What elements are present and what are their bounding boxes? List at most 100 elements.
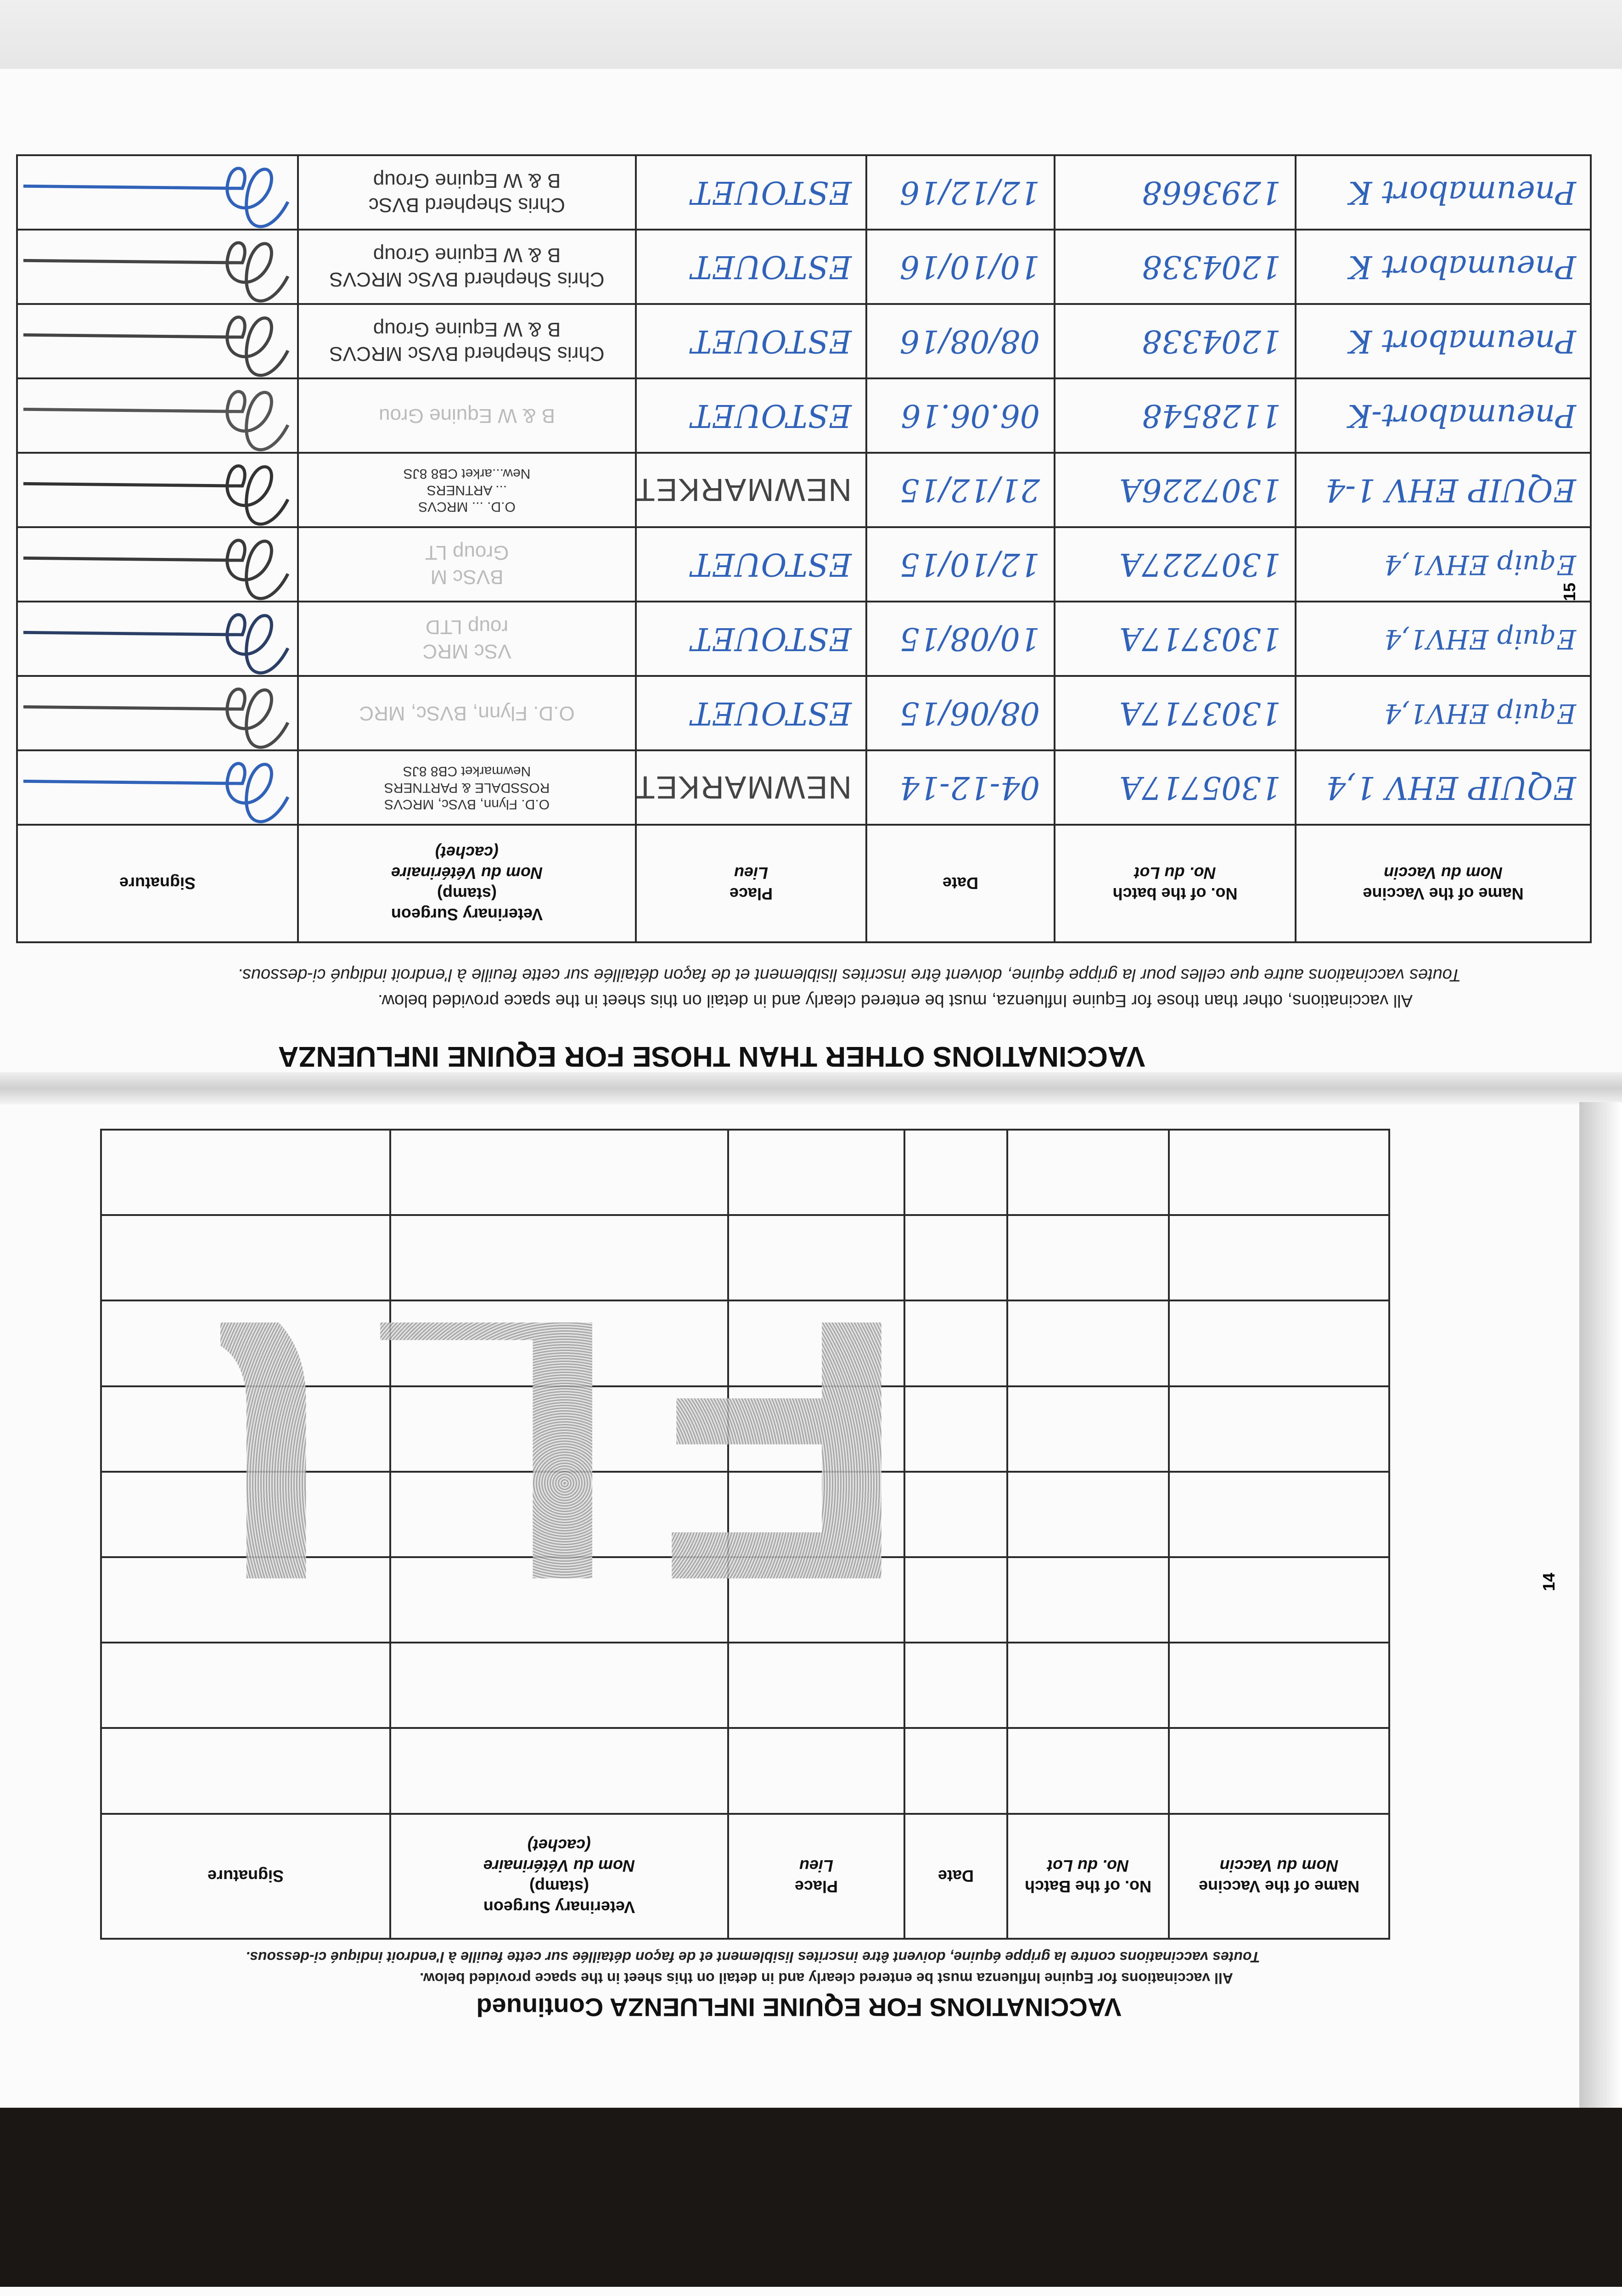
- empty-table-row: [101, 1130, 1389, 1216]
- batch-number-cell: 1204338: [1055, 230, 1296, 304]
- empty-cell: [904, 1643, 1007, 1728]
- vet-stamp-cell: O.D. ... MRCVS... ARTNERS New...arket CB8…: [298, 453, 636, 527]
- vet-stamp-line: ROSSDALE & PARTNERS: [384, 780, 550, 795]
- empty-cell: [904, 1557, 1007, 1643]
- vaccine-name-cell: EQUIP EHV 1-4: [1296, 453, 1591, 527]
- signature-scribble: [23, 687, 290, 749]
- empty-cell: [904, 1300, 1007, 1386]
- batch-number-cell: 1293668: [1055, 155, 1296, 230]
- signature-cell: [17, 155, 298, 230]
- table-row: EQUIP EHV 1,4 1305717A 04-12-14 NEWMARKET O.…: [17, 750, 1591, 825]
- empty-cell: [1169, 1557, 1389, 1643]
- table-row: Equip EHV1,4 1303717A 10/08/15 ESTOUET VSc M…: [17, 602, 1591, 676]
- batch-number-cell: 1307227A: [1055, 527, 1296, 602]
- vet-stamp-line: B & W Equine Group: [373, 244, 561, 266]
- header-vaccine: Name of the Vaccine Nom du Vaccin: [1296, 825, 1591, 942]
- empty-cell: [728, 1130, 904, 1216]
- vet-stamp-line: B & W Equine Group: [373, 318, 561, 341]
- empty-cell: [904, 1215, 1007, 1301]
- vaccine-name-cell: Equip EHV1,4: [1296, 527, 1591, 602]
- empty-cell: [1007, 1215, 1169, 1301]
- vaccine-name-cell: Pneumabort K: [1296, 304, 1591, 378]
- empty-cell: [728, 1728, 904, 1814]
- page14-instruction-fr: Toutes vaccinations contre la grippe équ…: [246, 1949, 1260, 1965]
- vet-stamp-line: O.D. Flynn, BVSc, MRCVS: [384, 797, 550, 812]
- table-row: Pneumabort K 1204338 10/10/16 ESTOUET Chris …: [17, 230, 1591, 304]
- date-cell: 12/12/16: [866, 155, 1055, 230]
- signature-cell: [17, 304, 298, 378]
- empty-cell: [1169, 1215, 1389, 1301]
- signature-cell: [17, 378, 298, 453]
- vet-stamp-cell: Chris Shepherd BVSc MRCVS B & W Equine Gr…: [298, 304, 636, 378]
- empty-cell: [904, 1728, 1007, 1814]
- signature-cell: [17, 230, 298, 304]
- header-signature: Signature: [101, 1813, 390, 1939]
- empty-table-row: [101, 1728, 1389, 1814]
- empty-cell: [1169, 1643, 1389, 1728]
- vet-stamp-line: Newmarket CB8 8JS: [403, 764, 531, 779]
- vet-stamp-cell: Chris Shepherd BVSc B & W Equine Group: [298, 155, 636, 230]
- vet-stamp-cell: B & W Equine Grou: [298, 378, 636, 453]
- vet-stamp-line: BVSc M: [430, 565, 504, 588]
- table-row: Equip EHV1,4 1307227A 12/10/15 ESTOUET BVSc …: [17, 527, 1591, 602]
- vet-stamp-cell: O.D. Flynn, BVSc, MRCVS ROSSDALE & PARTNE…: [298, 750, 636, 825]
- scanner-background: [0, 2108, 1622, 2287]
- header-date: Date: [866, 825, 1055, 942]
- place-cell: ESTOUET: [636, 378, 866, 453]
- empty-cell: [1169, 1130, 1389, 1216]
- header-batch: No. of the Batch No. du Lot: [1007, 1813, 1169, 1939]
- signature-scribble: [23, 464, 290, 526]
- page14-number: 14: [1539, 1572, 1558, 1591]
- header-signature: Signature: [17, 825, 298, 942]
- empty-cell: [1007, 1130, 1169, 1216]
- table-header-row: Name of the Vaccine Nom du Vaccin No. of …: [17, 825, 1591, 942]
- table-row: Pneumabort-K 1128548 06.06.16 ESTOUET B & W …: [17, 378, 1591, 453]
- empty-cell: [1007, 1728, 1169, 1814]
- signature-scribble: [23, 762, 290, 823]
- signature-scribble: [23, 167, 290, 228]
- signature-cell: [17, 750, 298, 825]
- page14-instruction-en: All vaccinations for Equine Influenza mu…: [420, 1970, 1233, 1986]
- batch-number-cell: 1305717A: [1055, 750, 1296, 825]
- empty-cell: [904, 1130, 1007, 1216]
- page-fold: [0, 1072, 1622, 1104]
- vet-stamp-line: Chris Shepherd BVSc MRCVS: [329, 342, 605, 365]
- date-cell: 10/08/15: [866, 602, 1055, 676]
- header-batch: No. of the batch No. du Lot: [1055, 825, 1296, 942]
- vaccine-name-cell: EQUIP EHV 1,4: [1296, 750, 1591, 825]
- scanner-edge: [0, 0, 1622, 69]
- date-cell: 10/10/16: [866, 230, 1055, 304]
- empty-cell: [390, 1728, 728, 1814]
- header-place: Place Lieu: [636, 825, 866, 942]
- date-cell: 06.06.16: [866, 378, 1055, 453]
- table-row: EQUIP EHV 1-4 1307226A 21/12/15 NEWMARKET O.…: [17, 453, 1591, 527]
- empty-cell: [904, 1386, 1007, 1472]
- vet-stamp-line: O.D. ... MRCVS: [418, 499, 516, 514]
- empty-cell: [1169, 1300, 1389, 1386]
- vet-stamp-line: Chris Shepherd BVSc: [369, 193, 565, 216]
- vet-stamp-line: New...arket CB8 8JS: [403, 466, 531, 481]
- page-edge-shadow: [1579, 1102, 1622, 2108]
- vaccine-name-cell: Pneumabort K: [1296, 230, 1591, 304]
- header-vet: Veterinary Surgeon (stamp) Nom du Vétérina…: [390, 1813, 728, 1939]
- place-cell: NEWMARKET: [636, 453, 866, 527]
- place-cell: ESTOUET: [636, 304, 866, 378]
- vet-stamp-line: O.D. Flynn, BVSc, MRC: [359, 702, 575, 725]
- date-cell: 12/10/15: [866, 527, 1055, 602]
- table-row: Equip EHV1,4 1303717A 08/06/15 ESTOUET O.D. …: [17, 676, 1591, 750]
- empty-cell: [1169, 1386, 1389, 1472]
- vaccine-name-cell: Equip EHV1,4: [1296, 676, 1591, 750]
- date-cell: 04-12-14: [866, 750, 1055, 825]
- date-cell: 21/12/15: [866, 453, 1055, 527]
- batch-number-cell: 1303717A: [1055, 676, 1296, 750]
- page15-number: 15: [1560, 582, 1579, 601]
- date-cell: 08/06/15: [866, 676, 1055, 750]
- empty-cell: [390, 1130, 728, 1216]
- signature-scribble: [23, 315, 290, 377]
- empty-cell: [101, 1130, 390, 1216]
- vet-stamp-line: VSc MRC: [422, 640, 511, 663]
- signature-scribble: [23, 613, 290, 675]
- batch-number-cell: 1204338: [1055, 304, 1296, 378]
- vaccine-name-cell: Pneumabort-K: [1296, 378, 1591, 453]
- table-header-row: Name of the Vaccine Nom du Vaccin No. of …: [101, 1813, 1389, 1939]
